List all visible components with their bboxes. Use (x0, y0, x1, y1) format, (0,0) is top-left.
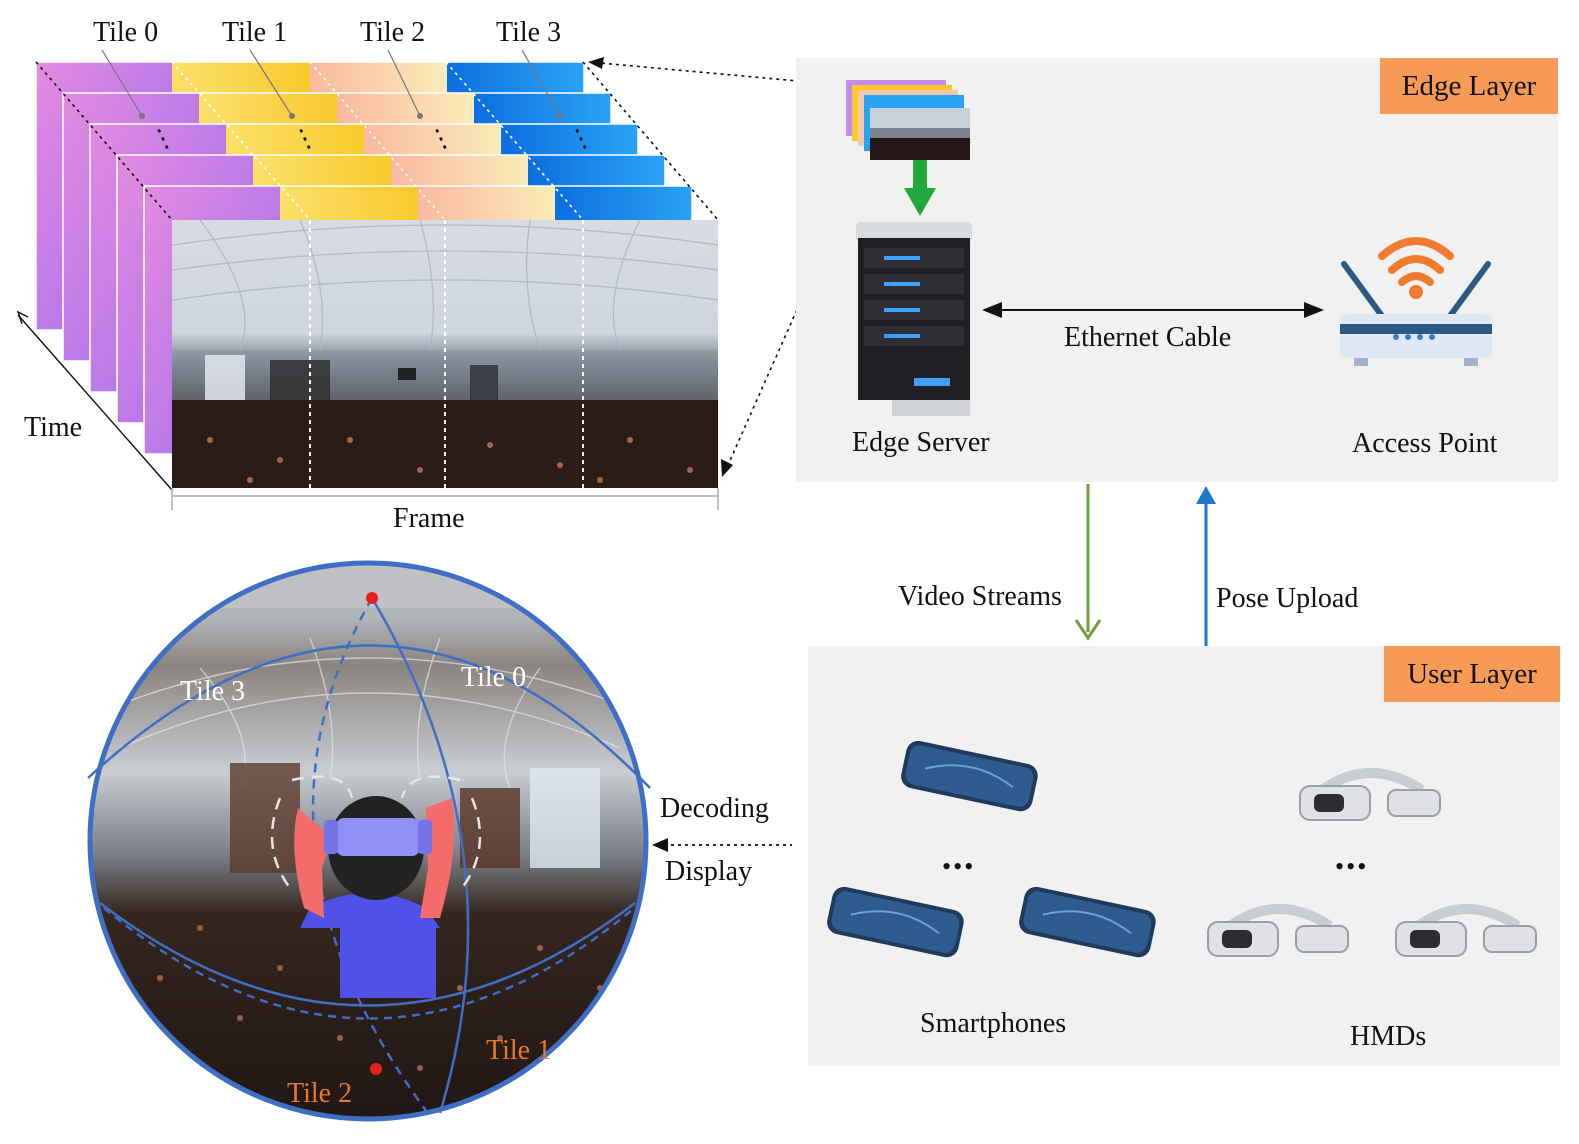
sphere-outline (87, 560, 649, 1122)
hmd-icon (1207, 904, 1349, 957)
video-streams-label: Video Streams (898, 581, 1062, 612)
pose-upload-label: Pose Upload (1216, 583, 1359, 614)
user-layer-panel (808, 646, 1560, 1066)
frame-width-marker (171, 488, 719, 510)
user-layer-badge: User Layer (1384, 646, 1560, 702)
hmds-ellipsis: ••• (1335, 852, 1369, 881)
smartphone-icon (901, 740, 1038, 812)
hmd-icon (1299, 768, 1441, 821)
router-icon (1340, 237, 1492, 366)
ethernet-label: Ethernet Cable (1064, 322, 1232, 353)
tile-leader-lines (101, 49, 561, 117)
stack-tile-0-label: Tile 0 (93, 17, 159, 48)
frame-stack (16, 49, 719, 510)
phones-ellipsis: ••• (942, 852, 976, 881)
frame-label: Frame (393, 503, 465, 534)
sphere-tile-3-label: Tile 3 (180, 676, 246, 707)
viewing-sphere (87, 560, 651, 1122)
stack-tile-2-label: Tile 2 (360, 17, 426, 48)
time-axis (17, 314, 173, 491)
access-point-label: Access Point (1352, 428, 1498, 459)
decode-display-arrow (652, 838, 792, 852)
pole-marker-top (366, 592, 378, 604)
stack-tile-1-label: Tile 1 (222, 17, 288, 48)
ingest-arrow (904, 160, 936, 216)
sphere-tile-2-label: Tile 2 (287, 1078, 353, 1109)
smartphone-icon (827, 886, 964, 958)
layer-links (1074, 484, 1216, 646)
display-label: Display (665, 856, 753, 887)
hmd-icon (1395, 904, 1537, 957)
pole-marker-bottom (370, 1063, 382, 1075)
vr-user-figure (270, 775, 482, 998)
smartphones-label: Smartphones (920, 1008, 1067, 1039)
sphere-tile-0-label: Tile 0 (461, 662, 527, 693)
edge-server-label: Edge Server (852, 427, 990, 458)
edge-layer-badge: Edge Layer (1380, 58, 1558, 114)
sphere-tile-1-label: Tile 1 (486, 1035, 552, 1066)
time-label: Time (24, 412, 83, 443)
ethernet-link (982, 302, 1324, 318)
stack-tile-3-label: Tile 3 (496, 17, 562, 48)
video-thumbnail-stack (846, 80, 970, 160)
server-icon (856, 222, 972, 416)
smartphone-icon (1019, 886, 1156, 958)
decoding-label: Decoding (660, 793, 769, 824)
front-frame-image (171, 219, 719, 488)
hmds-label: HMDs (1350, 1021, 1427, 1052)
